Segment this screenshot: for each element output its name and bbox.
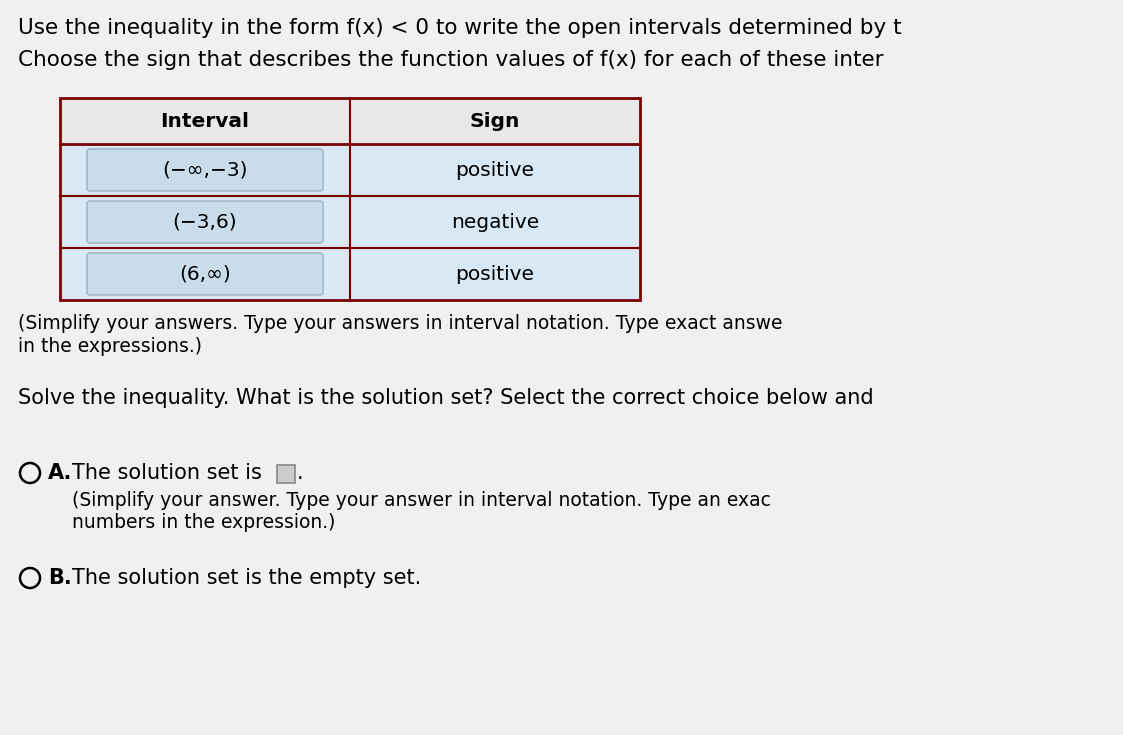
Text: (−3,6): (−3,6) xyxy=(173,212,237,232)
Text: in the expressions.): in the expressions.) xyxy=(18,337,202,356)
Text: .: . xyxy=(296,463,303,483)
Text: (Simplify your answers. Type your answers in interval notation. Type exact answe: (Simplify your answers. Type your answer… xyxy=(18,314,783,333)
Text: positive: positive xyxy=(456,265,535,284)
Bar xyxy=(60,98,640,144)
Bar xyxy=(350,196,640,248)
Text: Interval: Interval xyxy=(161,112,249,131)
Text: (6,∞): (6,∞) xyxy=(180,265,231,284)
Text: positive: positive xyxy=(456,160,535,179)
Bar xyxy=(350,248,640,300)
Bar xyxy=(277,465,295,483)
Text: (Simplify your answer. Type your answer in interval notation. Type an exac: (Simplify your answer. Type your answer … xyxy=(72,491,770,510)
Bar xyxy=(350,144,640,196)
Text: A.: A. xyxy=(48,463,72,483)
Text: The solution set is the empty set.: The solution set is the empty set. xyxy=(72,568,421,588)
Text: (−∞,−3): (−∞,−3) xyxy=(162,160,248,179)
Text: Solve the inequality. What is the solution set? Select the correct choice below : Solve the inequality. What is the soluti… xyxy=(18,388,874,408)
FancyBboxPatch shape xyxy=(86,253,323,295)
FancyBboxPatch shape xyxy=(86,149,323,191)
Bar xyxy=(60,196,350,248)
Text: Sign: Sign xyxy=(469,112,520,131)
Bar xyxy=(60,144,350,196)
Text: The solution set is: The solution set is xyxy=(72,463,262,483)
FancyBboxPatch shape xyxy=(86,201,323,243)
Bar xyxy=(60,248,350,300)
Text: B.: B. xyxy=(48,568,72,588)
Text: Use the inequality in the form f(x) < 0 to write the open intervals determined b: Use the inequality in the form f(x) < 0 … xyxy=(18,18,902,38)
Bar xyxy=(60,98,640,300)
Text: Choose the sign that describes the function values of f(x) for each of these int: Choose the sign that describes the funct… xyxy=(18,50,884,70)
Text: numbers in the expression.): numbers in the expression.) xyxy=(72,513,336,532)
Text: negative: negative xyxy=(450,212,539,232)
